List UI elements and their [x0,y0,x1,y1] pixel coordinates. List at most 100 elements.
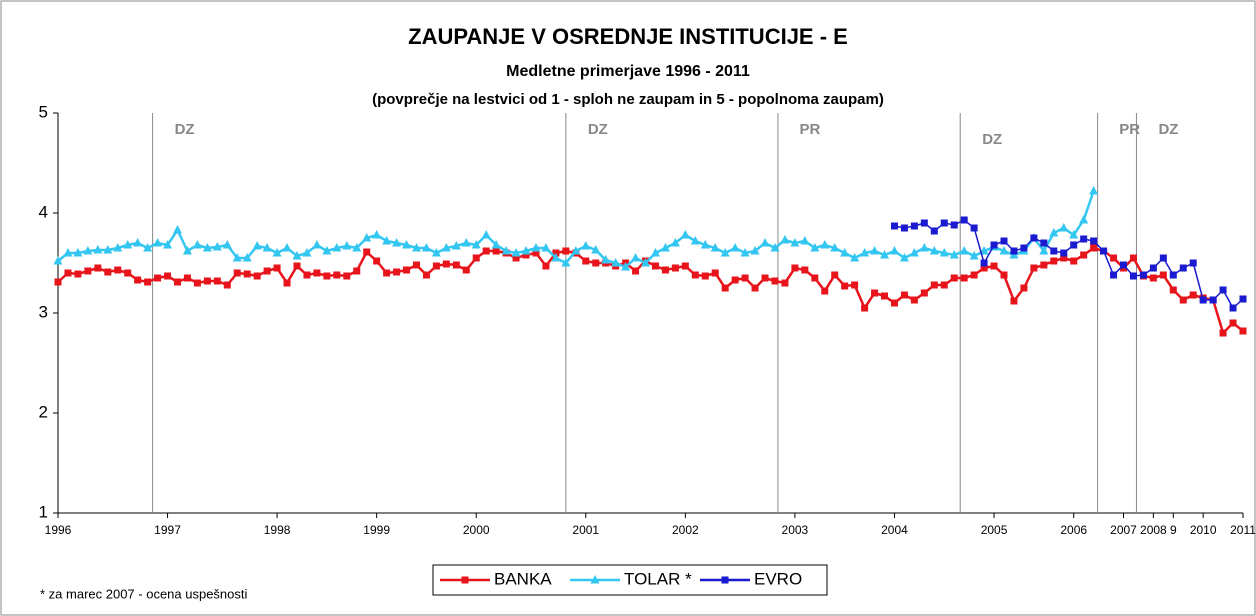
marker [492,247,500,255]
marker [880,250,890,259]
marker [830,243,840,252]
marker [621,262,631,271]
marker [522,251,530,259]
y-tick-label: 4 [39,202,48,221]
marker [1169,271,1177,279]
marker [990,241,998,249]
marker [362,233,372,242]
marker [421,243,431,252]
marker [781,279,789,287]
marker [74,270,82,278]
chart-title: ZAUPANJE V OSREDNJE INSTITUCIJE - E [408,24,848,49]
marker [890,222,898,230]
marker [332,243,342,252]
marker [411,243,421,252]
marker [202,243,212,252]
marker [641,258,651,267]
marker [1059,223,1069,232]
marker [342,241,352,250]
marker [353,267,361,275]
marker [950,274,958,282]
marker [1209,296,1217,304]
x-tick-label: 1999 [363,523,390,537]
marker [471,240,481,249]
marker [163,240,173,249]
marker [1020,244,1028,252]
marker [134,276,142,284]
marker [451,241,461,250]
marker [711,269,719,277]
marker [83,246,93,255]
marker [263,267,271,275]
marker [143,243,153,252]
marker [1149,274,1157,282]
x-tick-label: 2007 [1110,523,1137,537]
marker [1090,244,1098,252]
marker [900,224,908,232]
marker [730,243,740,252]
marker [850,253,860,262]
marker [582,257,590,265]
marker [1229,319,1237,327]
marker [124,269,132,277]
marker [860,248,870,257]
marker [223,281,231,289]
marker [750,246,760,255]
marker [930,281,938,289]
marker [511,248,521,257]
marker [542,262,550,270]
event-label: DZ [982,131,1002,148]
chart-subtitle: (povprečje na lestvici od 1 - sploh ne z… [372,91,884,108]
marker [54,278,62,286]
marker [1010,297,1018,305]
marker [1159,254,1167,262]
marker [821,287,829,295]
marker [670,238,680,247]
marker [363,248,371,256]
x-tick-label: 2006 [1060,523,1087,537]
marker [373,257,381,265]
marker [292,251,302,260]
marker [949,250,959,259]
marker [701,272,709,280]
marker [84,267,92,275]
marker [760,238,770,247]
marker [1060,249,1068,257]
marker [581,241,591,250]
marker [212,242,222,251]
y-tick-label: 2 [39,402,48,421]
marker [790,238,800,247]
marker [761,274,769,282]
marker [870,246,880,255]
marker [422,271,430,279]
marker [262,243,272,252]
marker [721,576,729,584]
marker [302,248,312,257]
marker [801,266,809,274]
marker [920,289,928,297]
marker [343,272,351,280]
marker [393,268,401,276]
marker [532,249,540,257]
marker [1070,257,1078,265]
marker [1040,261,1048,269]
marker [562,247,570,255]
marker [710,243,720,252]
marker [491,240,501,249]
marker [133,238,143,247]
marker [1020,284,1028,292]
marker [840,248,850,257]
x-tick-label: 2000 [463,523,490,537]
marker [1000,271,1008,279]
marker [970,271,978,279]
marker [1089,186,1099,195]
marker [123,240,133,249]
x-tick-label: 9 [1170,523,1177,537]
marker [73,248,83,257]
x-tick-label: 2005 [981,523,1008,537]
marker [1039,246,1049,255]
marker [104,268,112,276]
marker [482,247,490,255]
marker [720,248,730,257]
marker [800,236,810,245]
